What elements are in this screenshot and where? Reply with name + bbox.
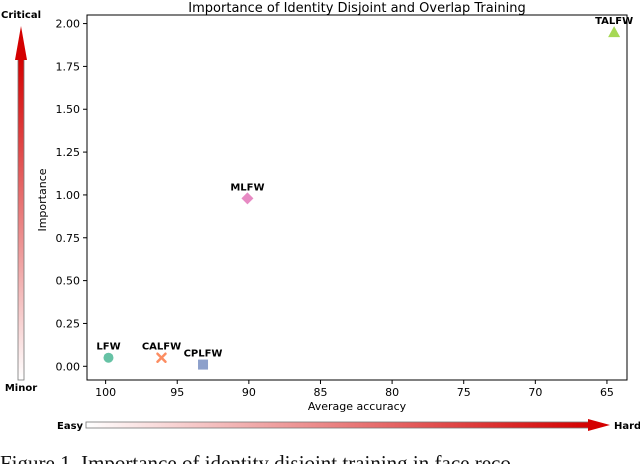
x-tick-label: 65 — [600, 386, 614, 399]
point-calfw-stroke-b — [156, 352, 167, 363]
point-lfw-label: LFW — [96, 342, 120, 353]
importance-arrow — [15, 26, 27, 381]
point-talfw — [608, 26, 621, 38]
point-talfw-label: TALFW — [595, 16, 633, 27]
point-calfw — [156, 352, 167, 363]
x-tick-label: 95 — [170, 386, 184, 399]
point-calfw-label: CALFW — [142, 342, 181, 353]
x-tick-label: 70 — [528, 386, 542, 399]
y-tick-label: 0.75 — [56, 232, 81, 245]
y-axis-label: Importance — [36, 168, 49, 231]
y-tick-label: 0.25 — [56, 317, 81, 330]
difficulty-arrow — [85, 419, 610, 431]
y-tick-label: 1.00 — [56, 189, 81, 202]
x-tick-label: 90 — [242, 386, 256, 399]
ticks-layer: 100 95 90 85 80 75 70 65 0.00 0.25 0.50 0.75 1.00 1.2… — [56, 18, 614, 399]
point-mlfw — [241, 192, 254, 205]
point-lfw — [103, 352, 114, 363]
x-tick-label: 75 — [457, 386, 471, 399]
y-tick-label: 0.50 — [56, 275, 81, 288]
difficulty-right-label: Hard — [614, 421, 640, 432]
point-cplfw — [198, 359, 209, 370]
y-tick-label: 2.00 — [56, 18, 81, 31]
plot-frame — [86, 14, 628, 381]
y-tick-label: 1.25 — [56, 146, 81, 159]
difficulty-left-label: Easy — [57, 421, 84, 432]
x-tick-label: 80 — [385, 386, 399, 399]
chart-title: Importance of Identity Disjoint and Over… — [188, 1, 525, 16]
y-tick-label: 1.75 — [56, 60, 81, 73]
chart: Critical Minor Easy Hard Importance of I… — [1, 1, 640, 432]
point-mlfw-label: MLFW — [230, 182, 264, 193]
x-axis-label: Average accuracy — [308, 400, 407, 413]
y-tick-label: 1.50 — [56, 103, 81, 116]
point-cplfw-label: CPLFW — [184, 349, 223, 360]
y-tick-label: 0.00 — [56, 360, 81, 373]
x-tick-label: 85 — [313, 386, 327, 399]
importance-bottom-label: Minor — [5, 383, 37, 394]
x-tick-label: 100 — [95, 386, 116, 399]
importance-top-label: Critical — [1, 10, 41, 21]
figure-caption: Figure 1. Importance of identity disjoin… — [0, 451, 511, 464]
